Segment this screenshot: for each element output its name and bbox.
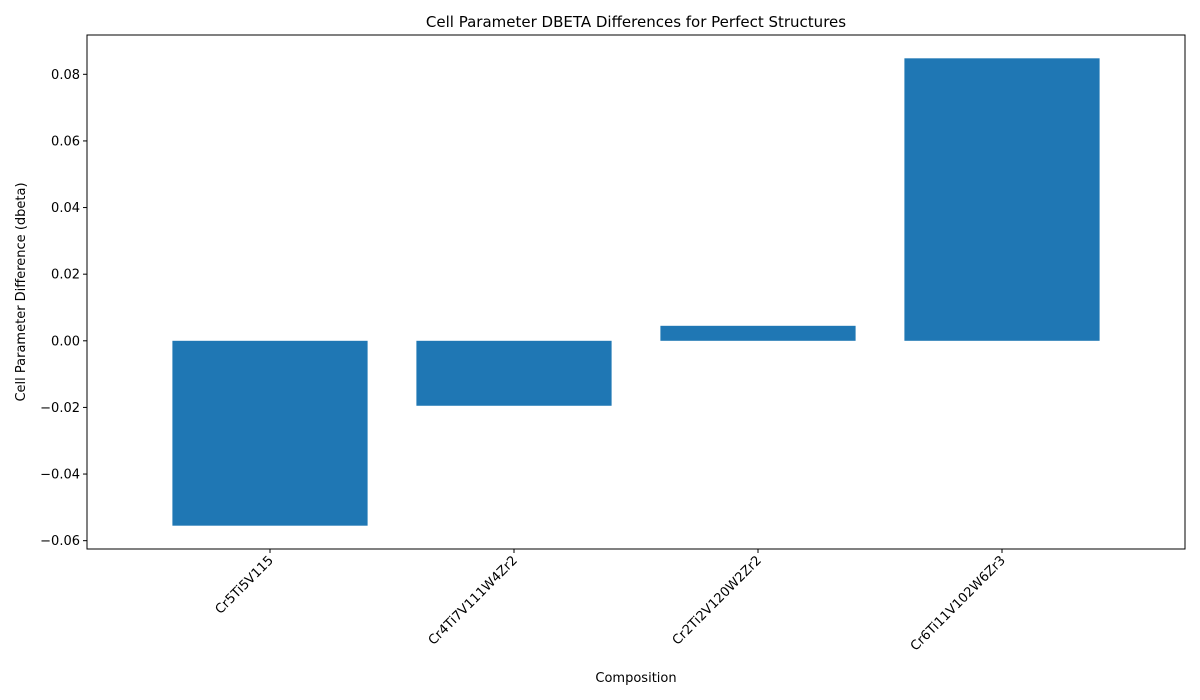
y-tick-label: 0.08 bbox=[51, 68, 80, 83]
x-tick-label: Cr6Ti11V102W6Zr3 bbox=[908, 553, 1009, 654]
y-axis-label: Cell Parameter Difference (dbeta) bbox=[14, 182, 29, 401]
bar-2 bbox=[416, 340, 612, 406]
bar-3 bbox=[660, 325, 856, 341]
bar-1 bbox=[172, 340, 368, 526]
y-tick-label: 0.02 bbox=[51, 268, 80, 283]
y-tick-label: 0.06 bbox=[51, 134, 80, 149]
x-axis-label: Composition bbox=[595, 671, 676, 686]
y-tick-label: 0.04 bbox=[51, 201, 80, 216]
x-tick-label: Cr5Ti5V115 bbox=[213, 553, 277, 617]
bar-4 bbox=[904, 58, 1100, 341]
x-tick-label: Cr2Ti2V120W2Zr2 bbox=[670, 553, 765, 648]
x-tick-label: Cr4Ti7V111W4Zr2 bbox=[426, 553, 521, 648]
y-axis-ticks: −0.06 −0.04 −0.02 0.00 0.02 0.04 0.06 0.08 bbox=[40, 68, 87, 549]
y-tick-label: −0.02 bbox=[40, 401, 80, 416]
y-tick-label: −0.04 bbox=[40, 468, 80, 483]
bars-group bbox=[172, 58, 1100, 526]
plot-area-frame bbox=[86, 34, 1186, 550]
x-axis-ticks: Cr5Ti5V115 Cr4Ti7V111W4Zr2 Cr2Ti2V120W2Zr2… bbox=[213, 549, 1009, 654]
y-tick-label: 0.00 bbox=[51, 334, 80, 349]
chart-title: Cell Parameter DBETA Differences for Per… bbox=[426, 13, 846, 31]
y-tick-label: −0.06 bbox=[40, 534, 80, 549]
